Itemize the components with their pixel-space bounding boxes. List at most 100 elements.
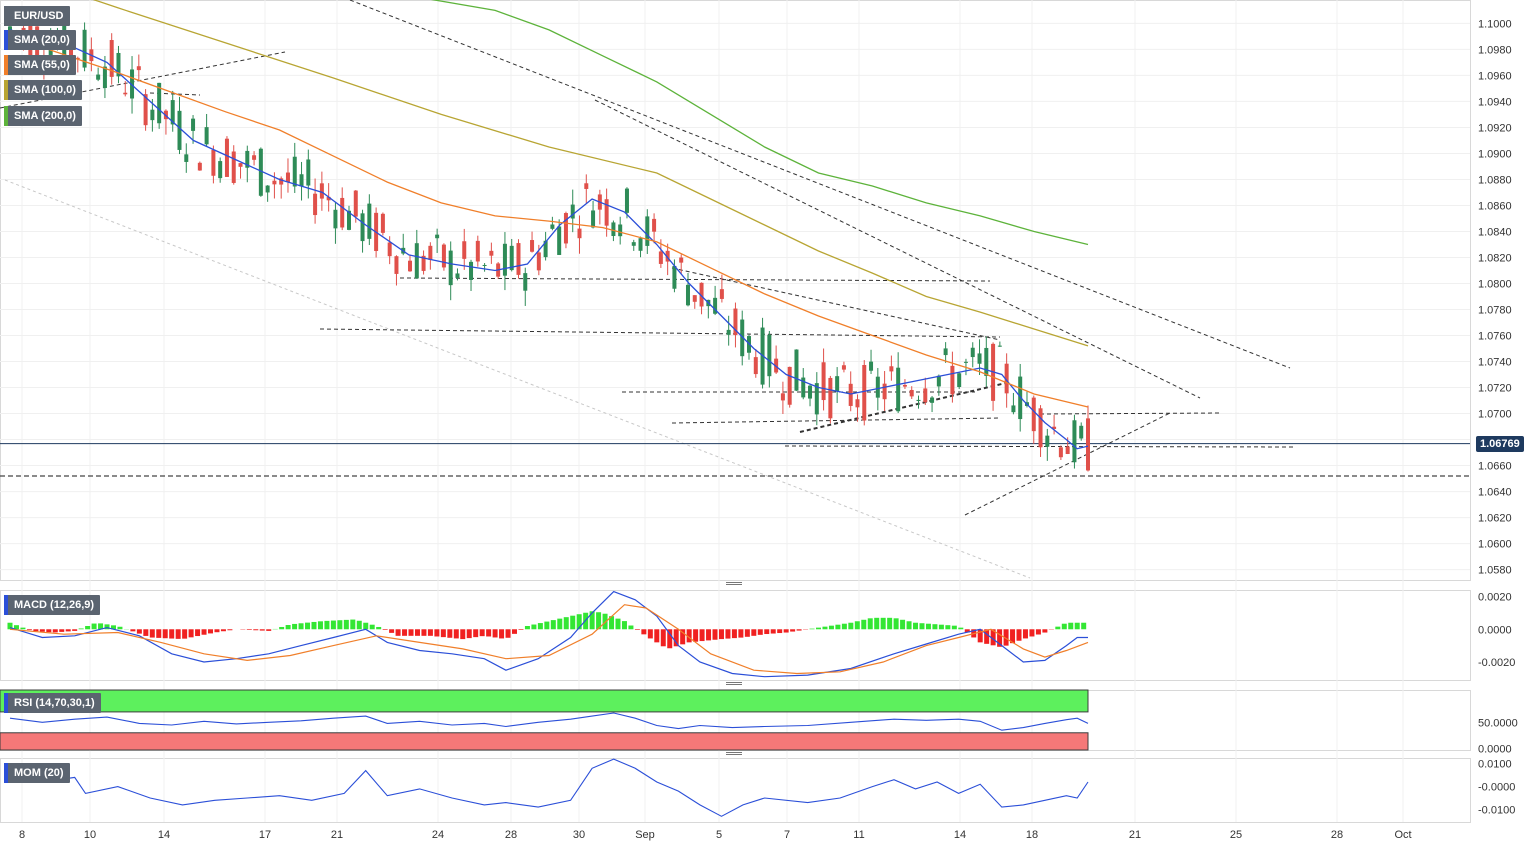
candle-body (408, 260, 413, 272)
macd-histogram-bar (1003, 629, 1009, 646)
macd-histogram-bar (621, 621, 627, 630)
macd-histogram-bar (337, 620, 343, 630)
macd-histogram-bar (85, 626, 91, 630)
candle-body (136, 66, 141, 71)
macd-histogram-bar (809, 628, 815, 630)
candle-body (679, 257, 684, 263)
legend-sma20[interactable]: SMA (20,0) (4, 30, 76, 50)
legend-sma55[interactable]: SMA (55,0) (4, 55, 76, 75)
y-tick-label: 1.0820 (1478, 252, 1512, 264)
candle-body (245, 150, 250, 168)
candle-body (82, 29, 87, 68)
macd-histogram-bar (395, 629, 401, 636)
candle-body (367, 203, 372, 239)
legend-instrument[interactable]: EUR/USD (4, 6, 70, 26)
y-tick-label: 1.0620 (1478, 513, 1512, 525)
macd-histogram-bar (298, 623, 304, 630)
candle-body (8, 26, 12, 31)
candle-body (624, 188, 629, 213)
macd-histogram-bar (673, 629, 679, 647)
candle-body (157, 82, 162, 124)
macd-histogram-bar (246, 629, 252, 630)
legend-macd[interactable]: MACD (12,26,9) (4, 595, 101, 615)
macd-histogram-bar (162, 629, 168, 639)
candle-body (543, 240, 548, 258)
legend-sma100[interactable]: SMA (100,0) (4, 80, 82, 100)
candle-body (333, 209, 338, 229)
candle-body (774, 358, 779, 373)
candle-body (414, 243, 419, 279)
macd-histogram-bar (951, 625, 957, 630)
legend-sma200[interactable]: SMA (200,0) (4, 106, 82, 126)
candle-body (102, 66, 107, 88)
candle-body (957, 373, 962, 388)
macd-histogram-bar (925, 623, 931, 630)
macd-histogram-bar (977, 629, 983, 643)
candle-body (252, 155, 257, 160)
sma55-swatch (4, 55, 8, 75)
x-tick-label: 14 (954, 829, 966, 841)
candle-body (218, 161, 223, 179)
candle-body (475, 240, 480, 262)
rsi-overbought-zone (0, 689, 1089, 713)
candle-body (557, 226, 562, 255)
macd-histogram-bar (402, 629, 408, 636)
macd-histogram-bar (744, 629, 750, 637)
legend-sma200-label: SMA (200,0) (14, 110, 76, 122)
candle-body (319, 183, 324, 199)
macd-histogram-bar (1010, 629, 1016, 644)
x-tick-label: 30 (573, 829, 585, 841)
macd-histogram-bar (13, 625, 19, 630)
y-tick-label: 1.0640 (1478, 487, 1512, 499)
macd-histogram-bar (136, 629, 142, 634)
macd-histogram-bar (266, 629, 272, 631)
macd-histogram-bar (932, 624, 938, 630)
macd-histogram-bar (253, 629, 259, 631)
candle-body (570, 204, 575, 219)
y-tick-label: 1.0720 (1478, 383, 1512, 395)
macd-y-tick-label: 0.0000 (1478, 624, 1512, 636)
panel-splitter-rsi[interactable] (726, 682, 742, 687)
candle-body (197, 162, 202, 171)
macd-histogram-bar (91, 623, 97, 630)
macd-histogram-bar (790, 629, 796, 632)
macd-histogram-bar (130, 629, 136, 632)
macd-histogram-bar (712, 629, 718, 640)
x-tick-label: 5 (716, 829, 722, 841)
panel-splitter-mom[interactable] (726, 752, 742, 757)
macd-histogram-bar (65, 629, 71, 632)
candle-body (469, 261, 474, 280)
macd-histogram-bar (731, 629, 737, 639)
legend-mom[interactable]: MOM (20) (4, 763, 70, 783)
macd-histogram-bar (544, 621, 550, 630)
candle-body (143, 94, 148, 126)
macd-histogram-bar (1016, 629, 1022, 641)
candle-body (848, 383, 853, 406)
macd-histogram-bar (7, 622, 13, 630)
macd-histogram-bar (1029, 629, 1035, 637)
panel-frame-main (0, 0, 1471, 581)
horizontal-level (671, 417, 1001, 424)
macd-histogram-bar (796, 629, 802, 631)
candle-body (130, 69, 135, 99)
current-price-tag: 1.06769 (1476, 436, 1524, 452)
panel-splitter-macd[interactable] (726, 582, 742, 587)
macd-histogram-bar (427, 629, 433, 636)
candle-body (970, 347, 975, 358)
macd-histogram-bar (156, 629, 162, 638)
moving-averages (9, 0, 1089, 450)
candle-body (719, 289, 724, 299)
macd-histogram-bar (1074, 622, 1080, 630)
candle-body (909, 389, 914, 397)
legend-rsi[interactable]: RSI (14,70,30,1) (4, 693, 101, 713)
candle-body (489, 250, 494, 256)
candle-body (726, 329, 731, 335)
candle-body (584, 183, 589, 189)
candle-body (740, 319, 745, 357)
rsi-panel (0, 689, 1089, 751)
macd-histogram-bar (596, 612, 602, 630)
y-tick-label: 1.0920 (1478, 122, 1512, 134)
candle-body (753, 357, 758, 375)
candle-body (577, 228, 582, 239)
